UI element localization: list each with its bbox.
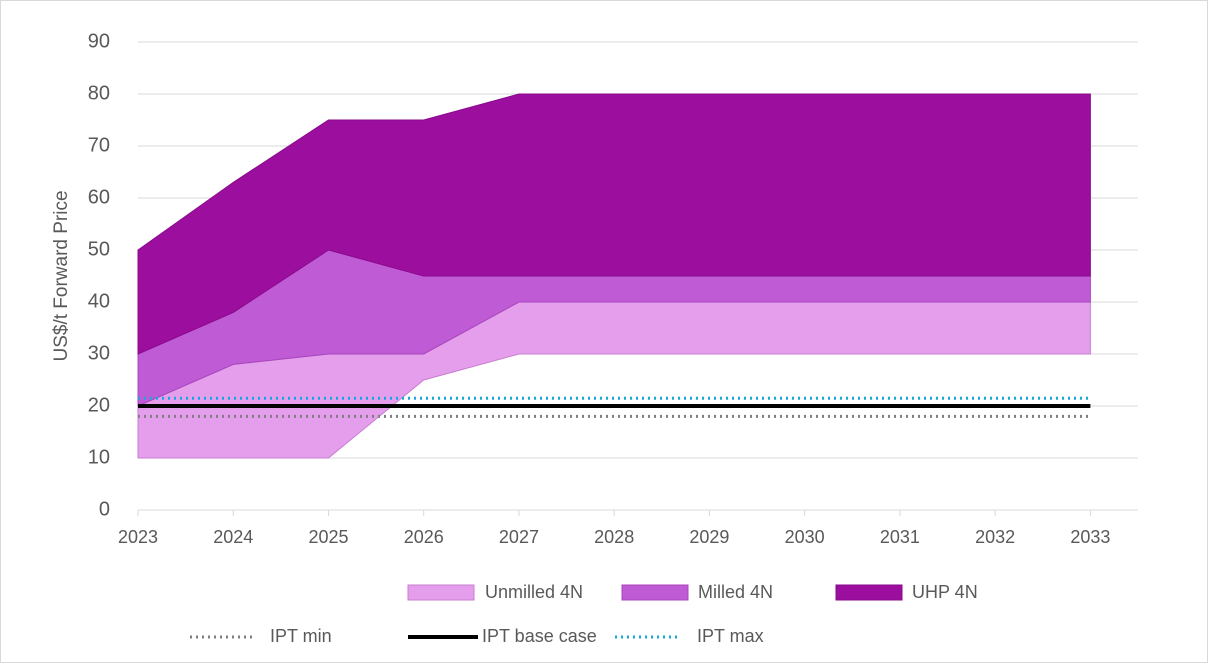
y-axis-label: US$/t Forward Price [51,190,72,361]
x-tick-label: 2029 [689,527,729,547]
x-tick-label: 2024 [213,527,253,547]
y-tick-label: 50 [88,238,110,260]
y-tick-label: 10 [88,446,110,468]
y-tick-label: 80 [88,82,110,104]
x-tick-label: 2028 [594,527,634,547]
legend-label: UHP 4N [912,582,978,602]
x-tick-label: 2026 [404,527,444,547]
y-tick-label: 0 [99,498,110,520]
x-tick-label: 2031 [880,527,920,547]
y-tick-label: 60 [88,186,110,208]
area-band [137,93,1091,355]
legend-swatch [407,584,475,601]
y-tick-label: 20 [88,394,110,416]
y-tick-label: 30 [88,342,110,364]
y-tick-label: 40 [88,290,110,312]
legend-label: Milled 4N [698,582,773,602]
legend-swatch [835,584,903,601]
legend-label: IPT max [697,626,764,646]
legend-label: IPT base case [482,626,597,646]
legend-label: IPT min [270,626,332,646]
legend-swatch [621,584,689,601]
x-tick-label: 2025 [308,527,348,547]
y-tick-label: 70 [88,134,110,156]
x-tick-label: 2023 [118,527,158,547]
x-tick-label: 2032 [975,527,1015,547]
x-tick-label: 2027 [499,527,539,547]
x-tick-label: 2030 [785,527,825,547]
y-tick-label: 90 [88,30,110,52]
legend-label: Unmilled 4N [485,582,583,602]
x-tick-label: 2033 [1070,527,1110,547]
